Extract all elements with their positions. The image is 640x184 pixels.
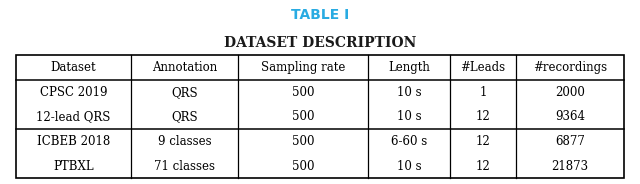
Text: 500: 500 — [292, 135, 315, 148]
Text: Dataset: Dataset — [51, 61, 96, 74]
Text: 10 s: 10 s — [397, 86, 421, 99]
Text: 12: 12 — [476, 110, 490, 123]
Text: 1: 1 — [479, 86, 487, 99]
Text: ICBEB 2018: ICBEB 2018 — [37, 135, 110, 148]
Text: TABLE I: TABLE I — [291, 8, 349, 22]
Text: Length: Length — [388, 61, 430, 74]
Text: Sampling rate: Sampling rate — [261, 61, 346, 74]
Text: 71 classes: 71 classes — [154, 160, 215, 173]
Bar — [16, 55, 624, 178]
Text: 500: 500 — [292, 110, 315, 123]
Text: 12-lead QRS: 12-lead QRS — [36, 110, 111, 123]
Text: 2000: 2000 — [556, 86, 585, 99]
Text: #recordings: #recordings — [533, 61, 607, 74]
Text: 10 s: 10 s — [397, 160, 421, 173]
Text: 500: 500 — [292, 86, 315, 99]
Text: 10 s: 10 s — [397, 110, 421, 123]
Text: QRS: QRS — [172, 110, 198, 123]
Text: 9364: 9364 — [556, 110, 585, 123]
Text: 12: 12 — [476, 135, 490, 148]
Text: CPSC 2019: CPSC 2019 — [40, 86, 108, 99]
Text: 6877: 6877 — [556, 135, 585, 148]
Text: 9 classes: 9 classes — [158, 135, 211, 148]
Text: 500: 500 — [292, 160, 315, 173]
Text: QRS: QRS — [172, 86, 198, 99]
Text: 6-60 s: 6-60 s — [391, 135, 427, 148]
Text: 12: 12 — [476, 160, 490, 173]
Text: 21873: 21873 — [552, 160, 589, 173]
Text: Annotation: Annotation — [152, 61, 218, 74]
Text: DATASET DESCRIPTION: DATASET DESCRIPTION — [224, 36, 416, 50]
Text: #Leads: #Leads — [461, 61, 506, 74]
Text: PTBXL: PTBXL — [53, 160, 94, 173]
